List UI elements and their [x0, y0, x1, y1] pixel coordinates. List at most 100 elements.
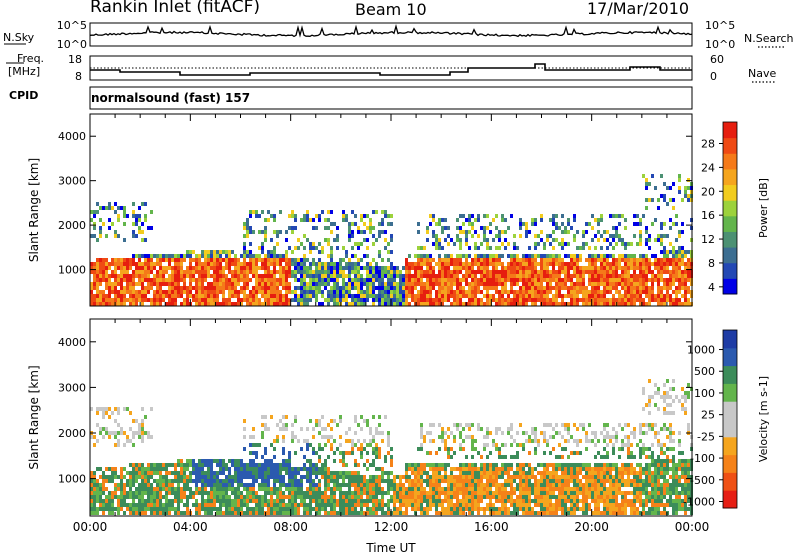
range-cell	[441, 435, 444, 439]
range-cell	[441, 246, 444, 250]
range-cell	[486, 431, 489, 435]
range-cell	[219, 487, 222, 491]
range-cell	[294, 419, 297, 423]
range-cell	[468, 463, 471, 467]
range-cell	[156, 298, 159, 302]
range-cell	[438, 511, 441, 515]
range-cell	[366, 282, 369, 286]
range-cell	[399, 274, 402, 278]
range-cell	[285, 230, 288, 234]
range-cell	[618, 238, 621, 242]
range-cell	[360, 427, 363, 431]
range-cell	[609, 262, 612, 266]
range-cell	[507, 294, 510, 298]
range-cell	[153, 487, 156, 491]
range-cell	[531, 475, 534, 479]
range-cell	[657, 270, 660, 274]
range-cell	[513, 487, 516, 491]
range-cell	[453, 435, 456, 439]
range-cell	[132, 214, 135, 218]
range-cell	[189, 459, 192, 463]
range-cell	[354, 274, 357, 278]
range-cell	[453, 503, 456, 507]
range-cell	[492, 475, 495, 479]
range-cell	[582, 270, 585, 274]
range-cell	[180, 302, 183, 306]
range-cell	[510, 483, 513, 487]
range-cell	[147, 290, 150, 294]
range-cell	[195, 483, 198, 487]
range-cell	[543, 302, 546, 306]
range-cell	[327, 262, 330, 266]
range-cell	[288, 475, 291, 479]
range-cell	[342, 503, 345, 507]
range-cell	[330, 443, 333, 447]
range-cell	[558, 294, 561, 298]
range-cell	[249, 483, 252, 487]
range-cell	[171, 503, 174, 507]
range-cell	[396, 286, 399, 290]
range-cell	[132, 419, 135, 423]
range-cell	[126, 270, 129, 274]
range-cell	[654, 266, 657, 270]
range-cell	[195, 491, 198, 495]
range-cell	[387, 290, 390, 294]
range-cell	[621, 298, 624, 302]
range-cell	[258, 286, 261, 290]
range-cell	[174, 262, 177, 266]
range-cell	[411, 471, 414, 475]
range-cell	[189, 290, 192, 294]
range-cell	[186, 495, 189, 499]
range-cell	[306, 479, 309, 483]
range-cell	[684, 190, 687, 194]
range-cell	[267, 294, 270, 298]
range-cell	[285, 290, 288, 294]
range-cell	[123, 258, 126, 262]
range-cell	[588, 222, 591, 226]
colorbar-segment	[723, 247, 737, 264]
range-cell	[324, 218, 327, 222]
range-cell	[330, 230, 333, 234]
range-cell	[405, 294, 408, 298]
range-cell	[180, 459, 183, 463]
range-cell	[471, 507, 474, 511]
range-cell	[426, 475, 429, 479]
range-cell	[387, 483, 390, 487]
range-cell	[192, 479, 195, 483]
range-cell	[525, 282, 528, 286]
range-cell	[477, 491, 480, 495]
range-cell	[123, 467, 126, 471]
range-cell	[438, 479, 441, 483]
range-cell	[483, 230, 486, 234]
range-cell	[300, 270, 303, 274]
range-cell	[183, 278, 186, 282]
range-cell	[249, 435, 252, 439]
range-cell	[522, 298, 525, 302]
range-cell	[240, 503, 243, 507]
range-cell	[285, 274, 288, 278]
range-cell	[123, 487, 126, 491]
range-cell	[561, 298, 564, 302]
range-cell	[138, 258, 141, 262]
range-cell	[531, 298, 534, 302]
range-cell	[189, 471, 192, 475]
range-cell	[135, 475, 138, 479]
range-cell	[366, 451, 369, 455]
range-cell	[243, 419, 246, 423]
range-cell	[339, 290, 342, 294]
range-cell	[180, 286, 183, 290]
range-cell	[324, 427, 327, 431]
range-cell	[513, 262, 516, 266]
range-cell	[246, 491, 249, 495]
range-cell	[666, 186, 669, 190]
range-cell	[558, 258, 561, 262]
range-cell	[348, 270, 351, 274]
range-cell	[171, 294, 174, 298]
range-cell	[279, 274, 282, 278]
range-cell	[480, 495, 483, 499]
range-cell	[540, 487, 543, 491]
range-cell	[132, 499, 135, 503]
range-cell	[519, 499, 522, 503]
range-cell	[336, 226, 339, 230]
range-cell	[123, 206, 126, 210]
